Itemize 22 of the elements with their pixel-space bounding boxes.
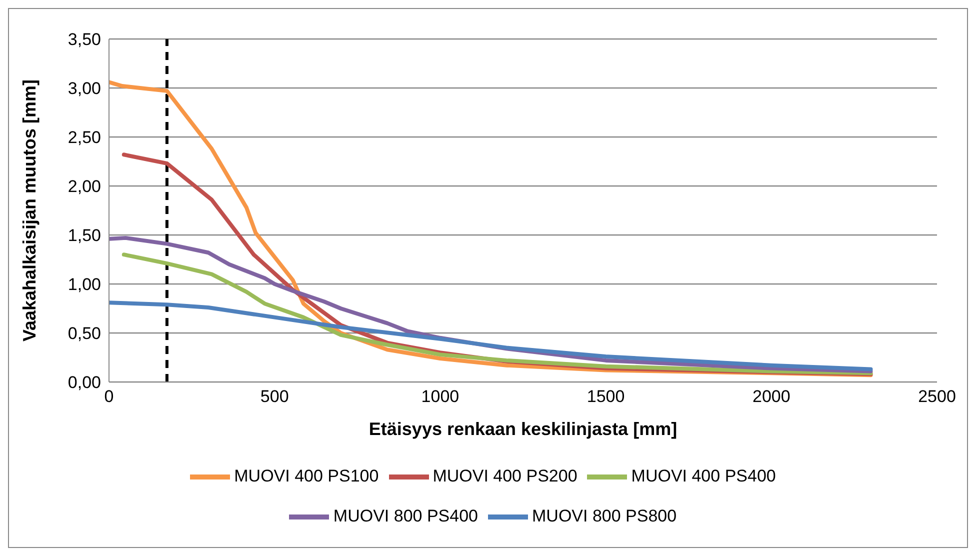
- x-tick-label: 1500: [586, 387, 625, 406]
- x-tick-label: 500: [260, 387, 289, 406]
- y-tick-label: 0,50: [68, 324, 101, 344]
- x-tick-label: 2500: [918, 387, 956, 406]
- x-tick-label: 0: [104, 387, 114, 406]
- legend-label: MUOVI 400 PS400: [631, 466, 776, 486]
- legend-label: MUOVI 400 PS200: [432, 466, 578, 486]
- y-tick-label: 0,00: [68, 373, 101, 392]
- y-tick-label: 3,00: [68, 79, 101, 98]
- y-tick-label: 1,50: [68, 226, 101, 246]
- y-tick-label: 1,00: [68, 275, 101, 294]
- y-axis-title: Vaakahalkaisijan muutos [mm]: [19, 79, 40, 342]
- line-series: [109, 300, 873, 372]
- legend-label: MUOVI 800 PS400: [333, 506, 478, 526]
- y-tick-label: 2,00: [68, 177, 101, 196]
- x-axis-title: Etäisyys renkaan keskilinjasta [mm]: [368, 419, 678, 439]
- x-tick-label: 1000: [421, 387, 460, 406]
- legend-label: MUOVI 400 PS100: [234, 466, 379, 486]
- y-tick-label: 3,50: [68, 30, 101, 50]
- x-tick-label: 2000: [752, 387, 790, 406]
- y-tick-label: 2,50: [68, 128, 101, 148]
- legend-label: MUOVI 800 PS800: [532, 506, 677, 526]
